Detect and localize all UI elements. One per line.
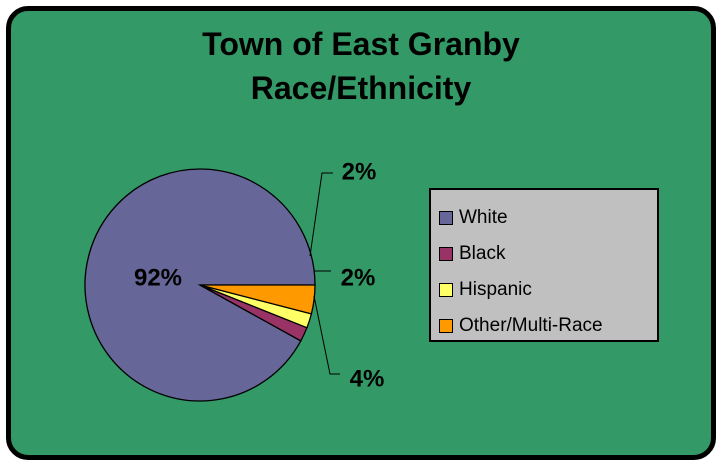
legend: White Black Hispanic Other/Multi-Race: [429, 188, 659, 342]
legend-label-white: White: [459, 207, 508, 228]
data-labels: 92% 2% 2% 4%: [134, 158, 384, 392]
legend-label-hispanic: Hispanic: [459, 279, 532, 300]
legend-label-black: Black: [459, 243, 506, 264]
legend-item-hispanic: Hispanic: [431, 272, 657, 308]
legend-swatch-black: [439, 247, 453, 261]
pie-slice-other: [199, 284, 316, 315]
chart-title-line-2: Race/Ethnicity: [250, 70, 472, 106]
legend-item-black: Black: [431, 236, 657, 272]
legend-item-white: White: [431, 200, 657, 236]
legend-label-other: Other/Multi-Race: [459, 315, 603, 336]
data-label-other: 4%: [350, 365, 385, 392]
data-label-white: 92%: [134, 264, 182, 291]
legend-swatch-hispanic: [439, 283, 453, 297]
leader-lines: [309, 172, 340, 375]
data-label-hispanic: 2%: [341, 264, 376, 291]
legend-item-other: Other/Multi-Race: [431, 308, 657, 344]
legend-swatch-other: [439, 319, 453, 333]
chart-title: Town of East Granby Race/Ethnicity: [0, 22, 722, 110]
legend-swatch-white: [439, 211, 453, 225]
leader-line-other: [313, 295, 340, 375]
chart-title-line-1: Town of East Granby: [202, 26, 520, 62]
pie-slices: [84, 168, 316, 402]
data-label-black: 2%: [342, 158, 377, 185]
leader-line-black: [309, 172, 333, 257]
